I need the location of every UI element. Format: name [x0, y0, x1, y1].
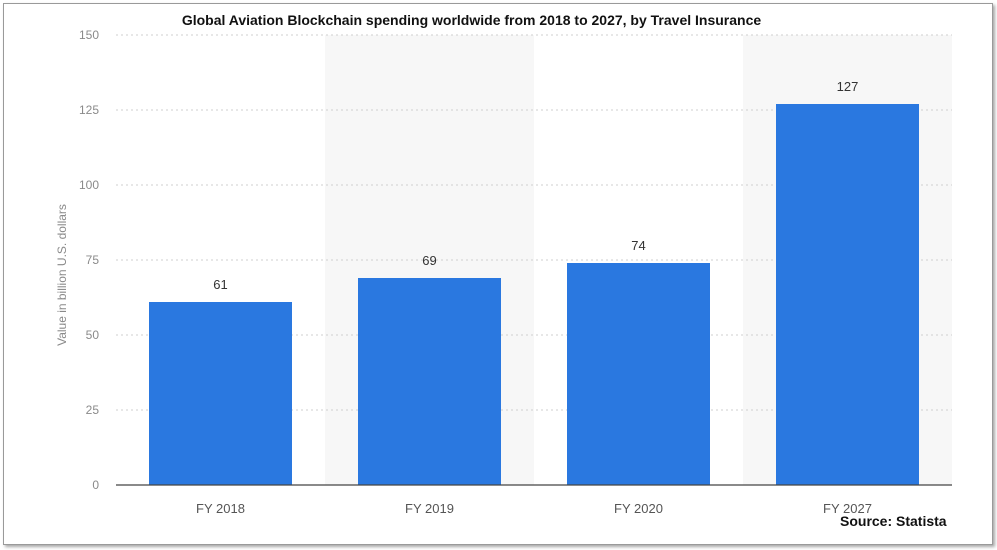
y-tick-label: 100: [79, 178, 99, 192]
data-label: 127: [837, 79, 859, 94]
y-tick-label: 75: [86, 253, 100, 267]
x-tick-label: FY 2027: [823, 501, 872, 516]
data-label: 69: [422, 253, 436, 268]
chart-frame: Global Aviation Blockchain spending worl…: [3, 3, 993, 545]
x-tick-label: FY 2019: [405, 501, 454, 516]
x-tick-label: FY 2020: [614, 501, 663, 516]
y-tick-label: 150: [79, 28, 99, 42]
bar-chart: 61 FY 2018 69 FY 2019 74 FY 2020 127 FY 2027 0 2…: [55, 28, 952, 516]
y-axis-title: Value in billion U.S. dollars: [55, 204, 69, 346]
y-tick-label: 0: [92, 478, 99, 492]
y-tick-label: 25: [86, 403, 100, 417]
data-label: 61: [213, 277, 227, 292]
data-label: 74: [631, 238, 645, 253]
y-tick-label: 125: [79, 103, 99, 117]
bar-fy-2027: [776, 104, 919, 485]
chart-title: Global Aviation Blockchain spending worl…: [181, 12, 762, 28]
bar-fy-2018: [149, 302, 292, 485]
source-note: Source: Statista: [840, 513, 947, 529]
y-tick-label: 50: [86, 328, 100, 342]
x-tick-label: FY 2018: [196, 501, 245, 516]
bar-fy-2019: [358, 278, 501, 485]
bar-fy-2020: [567, 263, 710, 485]
